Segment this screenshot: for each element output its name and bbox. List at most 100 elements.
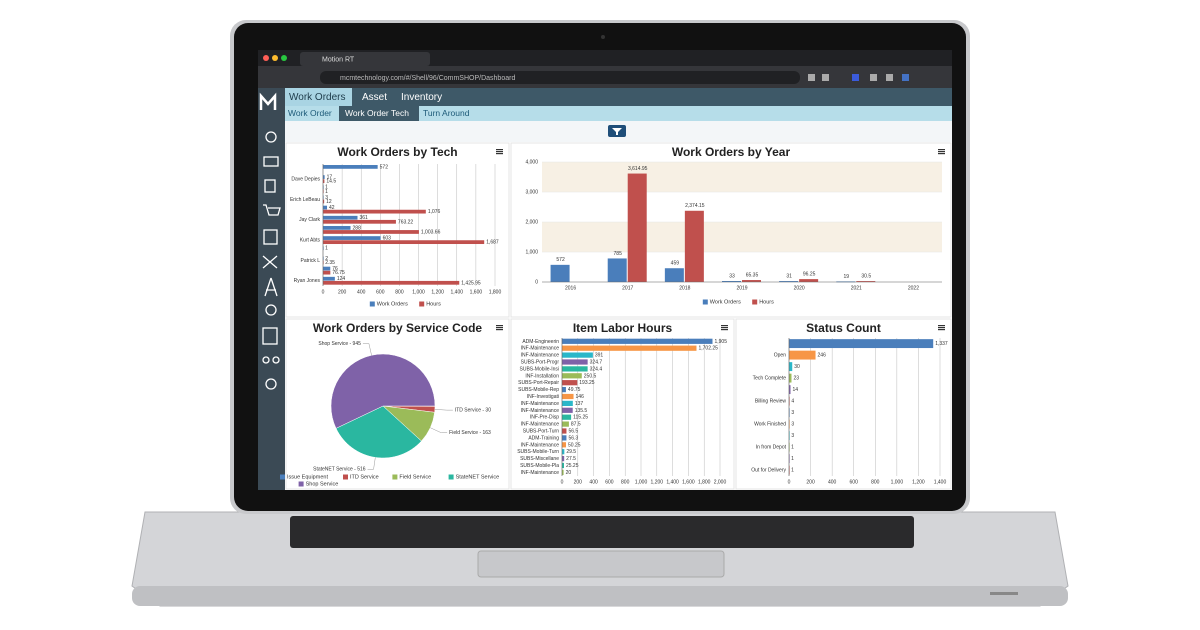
legend-swatch <box>369 301 375 307</box>
x-tick-label: 800 <box>871 479 880 485</box>
x-tick-label: 0 <box>788 479 791 485</box>
ext-icon[interactable] <box>852 74 859 81</box>
x-tick-label: 1,400 <box>451 289 464 295</box>
x-tick-label: 800 <box>395 289 404 295</box>
ext-icon[interactable] <box>902 74 909 81</box>
menu-icon[interactable] <box>938 149 945 151</box>
menu-icon[interactable] <box>938 151 945 153</box>
y-tick-label: INF-Maintenance <box>521 401 560 407</box>
x-tick-label: 0 <box>322 289 325 295</box>
logo <box>259 92 277 110</box>
data-label: 146 <box>576 394 585 400</box>
label-leader <box>434 409 453 411</box>
menu-icon[interactable] <box>496 329 503 331</box>
y-tick-label: INF-Maintenance <box>521 408 560 414</box>
bar <box>789 385 791 395</box>
bar <box>562 400 573 407</box>
nav-icon[interactable] <box>265 304 277 316</box>
tab-title: Motion RT <box>322 56 355 63</box>
sub-tab[interactable]: Work Order <box>288 108 332 118</box>
nav-icon[interactable] <box>263 204 281 216</box>
data-label: 3,614.95 <box>628 166 648 172</box>
x-tick-label: 0 <box>561 479 564 485</box>
data-label: 250.5 <box>584 373 597 379</box>
data-label: 1,003.66 <box>421 229 441 235</box>
nav-icon[interactable] <box>262 356 270 364</box>
menu-icon[interactable] <box>938 325 945 327</box>
zoom-button[interactable] <box>281 55 287 61</box>
data-label: 572 <box>556 257 565 263</box>
nav-icon[interactable] <box>264 179 276 193</box>
bar <box>607 258 627 282</box>
nav-icon[interactable] <box>262 327 278 345</box>
data-label: 324.4 <box>590 366 603 372</box>
data-label: 1,687 <box>486 240 499 246</box>
menu-icon[interactable] <box>496 325 503 327</box>
bar <box>562 421 569 427</box>
bar <box>323 236 381 240</box>
bar <box>323 215 358 220</box>
legend-label: Hours <box>759 299 774 305</box>
x-tick-label: 2016 <box>565 285 576 291</box>
y-tick-label: Patrick L <box>301 258 321 264</box>
bar <box>664 268 684 282</box>
bar <box>323 270 331 275</box>
menu-icon[interactable] <box>721 329 728 331</box>
y-tick-label: INF-Maintenance <box>521 442 560 448</box>
bar <box>562 435 567 441</box>
nav-icon[interactable] <box>264 277 278 297</box>
sub-tab[interactable]: Turn Around <box>423 108 470 118</box>
nav-icon[interactable] <box>272 356 280 364</box>
nav-icon[interactable] <box>262 255 278 269</box>
browser-tab[interactable] <box>300 52 430 66</box>
nav-tab[interactable]: Asset <box>362 92 387 103</box>
menu-icon[interactable] <box>496 151 503 153</box>
x-tick-label: 1,200 <box>431 289 444 295</box>
ext-icon[interactable] <box>886 74 893 81</box>
nav-tab[interactable]: Inventory <box>401 92 442 103</box>
data-label: 23 <box>793 376 799 382</box>
menu-icon[interactable] <box>721 327 728 329</box>
sub-tab[interactable]: Work Order Tech <box>345 108 409 118</box>
close-button[interactable] <box>263 55 269 61</box>
nav-icon[interactable] <box>265 378 277 390</box>
x-tick-label: 400 <box>828 479 837 485</box>
menu-icon[interactable] <box>496 153 503 155</box>
nav-icon[interactable] <box>263 156 279 167</box>
nav-icon[interactable] <box>263 229 278 245</box>
data-label: 31 <box>786 273 792 279</box>
data-label: 459 <box>671 261 680 267</box>
y-tick-label: SUBS-Port-Progr <box>521 359 560 365</box>
menu-icon[interactable] <box>721 325 728 327</box>
data-label: 124 <box>337 276 346 282</box>
ext-icon[interactable] <box>822 74 829 81</box>
ext-icon[interactable] <box>870 74 877 81</box>
menu-icon[interactable] <box>496 327 503 329</box>
indicator <box>990 592 1018 595</box>
data-label: 1 <box>325 185 328 191</box>
data-label: 33 <box>729 273 735 279</box>
url-field[interactable] <box>320 71 800 84</box>
label-leader <box>362 343 372 356</box>
bar <box>323 205 328 210</box>
menu-icon[interactable] <box>938 153 945 155</box>
menu-icon[interactable] <box>938 329 945 331</box>
x-tick-label: 400 <box>589 479 598 485</box>
label-leader <box>367 457 376 470</box>
data-label: 361 <box>359 215 368 221</box>
minimize-button[interactable] <box>272 55 278 61</box>
ext-icon[interactable] <box>808 74 815 81</box>
nav-icon[interactable] <box>265 131 277 143</box>
menu-icon[interactable] <box>496 149 503 151</box>
legend-label: StateNET Service <box>456 474 500 480</box>
menu-icon[interactable] <box>938 327 945 329</box>
data-label: 246 <box>818 353 827 359</box>
bar <box>789 362 793 372</box>
bar <box>562 449 565 455</box>
bar <box>323 266 331 271</box>
x-tick-label: 1,800 <box>489 289 502 295</box>
x-tick-label: 1,600 <box>470 289 483 295</box>
nav-tab[interactable]: Work Orders <box>289 92 346 103</box>
y-tick-label: ADM-Engineerin <box>522 339 559 345</box>
